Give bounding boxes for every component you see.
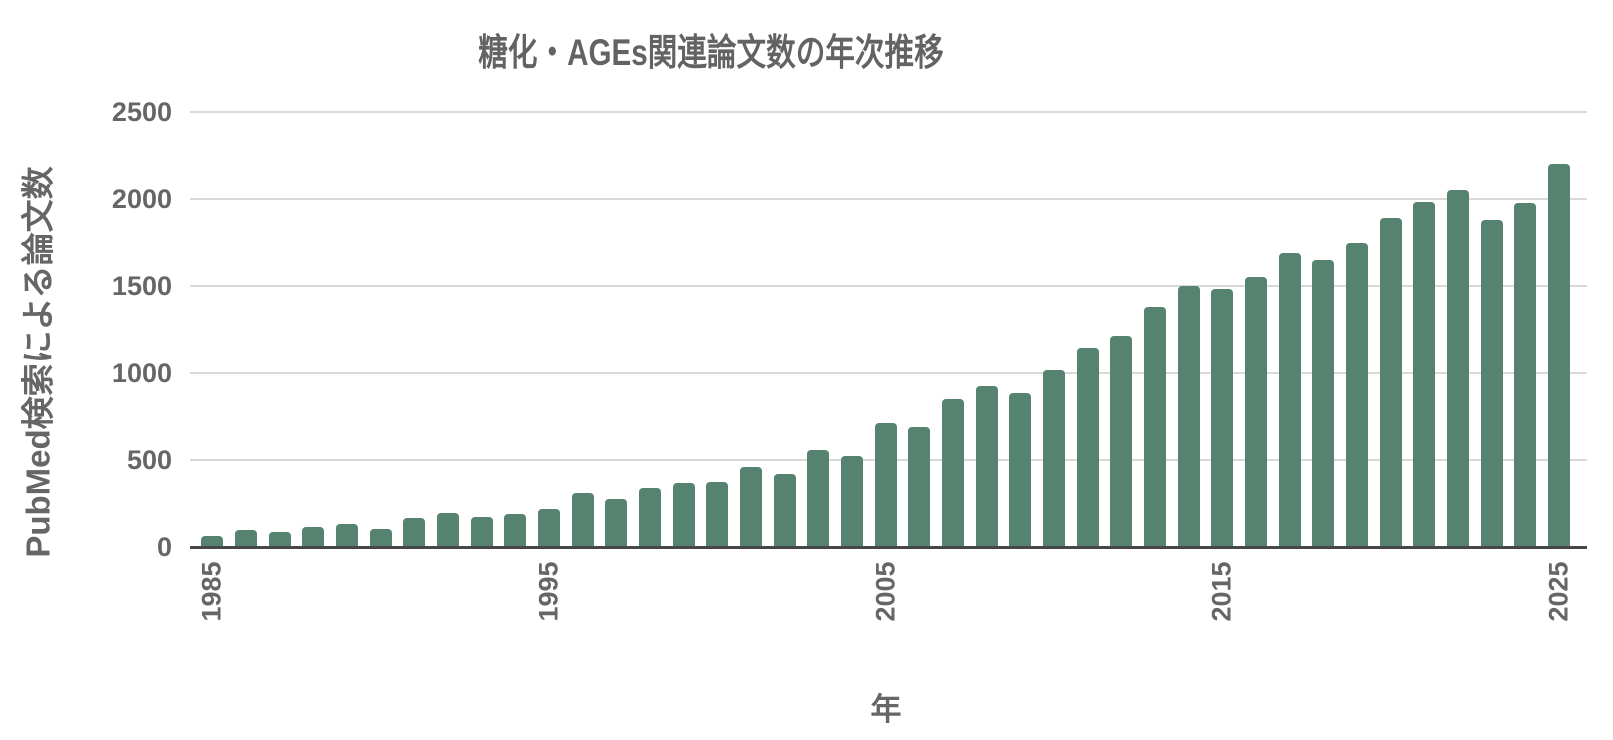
y-tick-label-1500: 1500 (111, 271, 172, 301)
bar-1990 (369, 528, 392, 547)
bar-2009 (1009, 393, 1032, 547)
x-tick-2005: 2005 (846, 554, 926, 628)
y-tick-label-0: 0 (156, 532, 172, 562)
bar-2020 (1379, 218, 1402, 547)
bar-2002 (773, 473, 796, 547)
gridline-1500 (190, 285, 1587, 287)
gridline-2500 (190, 111, 1587, 114)
x-tick-1985: 1985 (172, 554, 252, 628)
plot-area (190, 111, 1587, 549)
bar-1994 (504, 513, 527, 547)
x-tick-label: 2015 (1206, 560, 1237, 622)
y-tick-label-2500: 2500 (111, 97, 172, 127)
bar-2004 (841, 455, 864, 547)
bar-2001 (740, 466, 763, 547)
bar-1986 (235, 529, 258, 547)
bar-2016 (1245, 277, 1267, 547)
bar-2005 (874, 423, 897, 547)
bar-1991 (403, 518, 426, 547)
y-tick-label-1000: 1000 (111, 358, 172, 388)
x-tick-2025: 2025 (1519, 554, 1599, 628)
bar-2014 (1177, 286, 1200, 547)
x-tick-label: 2005 (870, 560, 901, 622)
bar-2011 (1076, 347, 1099, 547)
bar-2017 (1278, 252, 1301, 547)
bar-1995 (538, 508, 561, 547)
bar-1989 (336, 523, 359, 547)
x-axis-line (190, 545, 1587, 549)
bar-2003 (807, 450, 830, 547)
bar-1999 (672, 482, 695, 547)
chart-title: 糖化・AGEs関連論文数の年次推移 (478, 32, 944, 73)
bar-2000 (706, 481, 729, 547)
x-tick-label: 1985 (196, 560, 227, 622)
x-tick-label: 2025 (1543, 560, 1574, 622)
bar-1996 (571, 493, 594, 547)
bar-1993 (470, 516, 493, 547)
bar-2022 (1447, 190, 1469, 547)
x-axis-title: 年 (870, 692, 902, 727)
y-tick-label-500: 500 (126, 445, 172, 475)
bar-2024 (1514, 203, 1537, 547)
bar-2015 (1211, 289, 1234, 547)
bar-1992 (437, 513, 460, 547)
bar-2008 (975, 386, 998, 547)
bar-1988 (302, 527, 325, 547)
bar-2025 (1548, 164, 1570, 547)
bar-2007 (942, 399, 965, 547)
bar-1985 (201, 535, 224, 547)
bar-2013 (1144, 306, 1167, 547)
bar-2021 (1413, 201, 1436, 547)
gridline-2000 (190, 198, 1587, 200)
x-tick-label: 1995 (533, 560, 564, 622)
bar-2019 (1346, 242, 1368, 547)
bar-2010 (1043, 370, 1066, 547)
bar-2012 (1110, 335, 1133, 547)
gridline-1000 (190, 372, 1587, 374)
x-tick-2015: 2015 (1182, 554, 1262, 628)
bar-1997 (605, 499, 628, 547)
bar-2006 (908, 426, 931, 547)
bar-2018 (1312, 259, 1335, 547)
bar-1987 (268, 532, 291, 547)
y-tick-label-2000: 2000 (111, 184, 172, 214)
x-tick-1995: 1995 (509, 554, 589, 628)
bar-2023 (1480, 219, 1503, 547)
bar-1998 (639, 487, 662, 547)
